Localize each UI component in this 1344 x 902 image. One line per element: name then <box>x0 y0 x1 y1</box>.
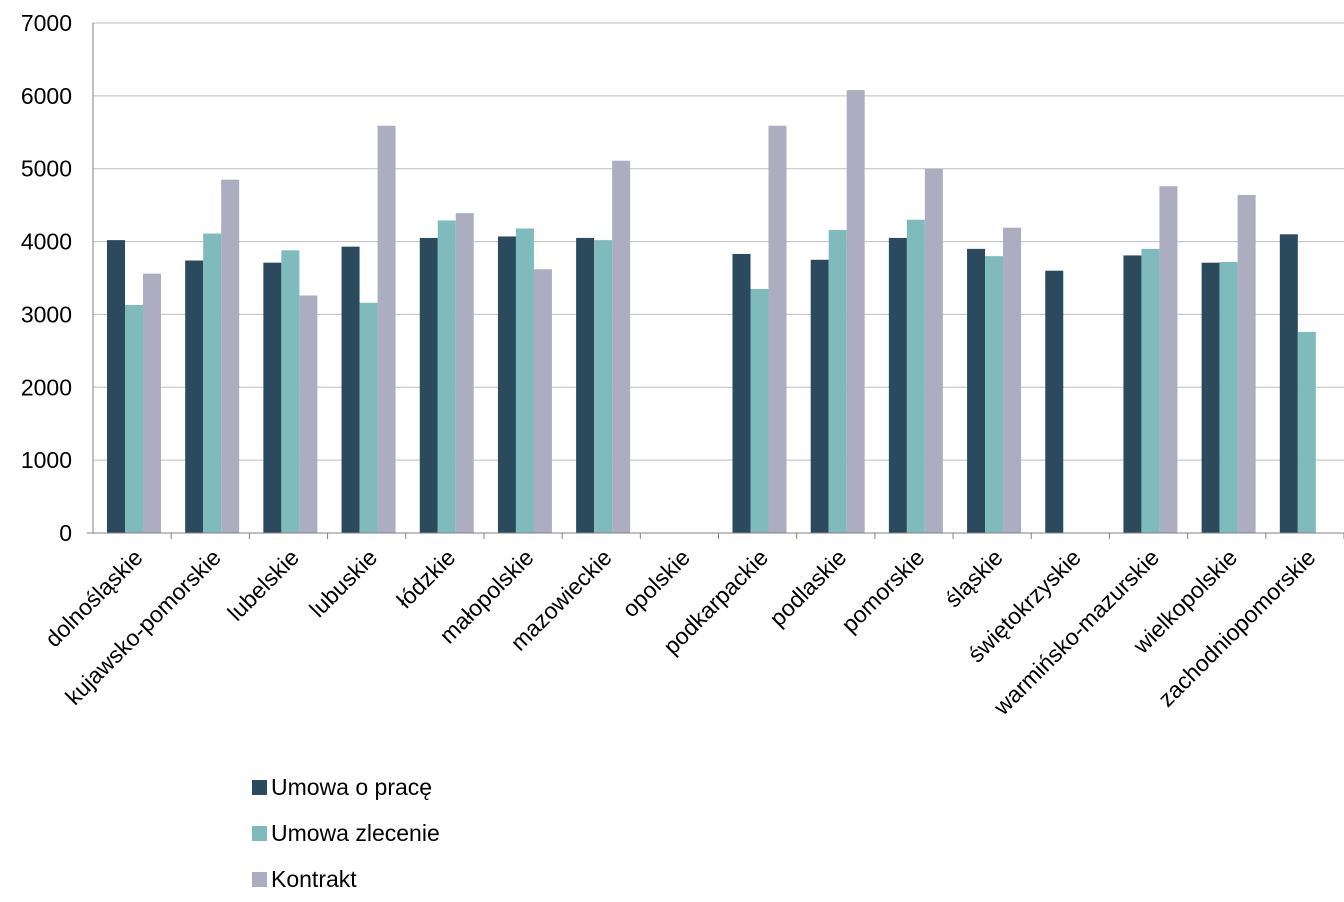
bar <box>732 253 751 533</box>
x-tick-label: opolskie <box>617 544 695 622</box>
bar <box>1045 270 1064 533</box>
y-tick-label: 2000 <box>21 374 72 400</box>
x-tick-label: lubuskie <box>304 544 382 622</box>
bar <box>1123 255 1142 533</box>
bar <box>888 237 907 533</box>
y-tick-label: 3000 <box>21 301 72 327</box>
bar <box>924 168 943 533</box>
legend-item-umowa-o-prace: Umowa o pracę <box>252 764 440 810</box>
bar <box>125 304 143 533</box>
legend-label: Umowa o pracę <box>271 773 433 800</box>
bar <box>497 236 516 533</box>
x-tick-label: kujawsko-pomorskie <box>60 544 226 710</box>
y-tick-label: 4000 <box>21 229 72 255</box>
legend: Umowa o pracę Umowa zlecenie Kontrakt <box>252 764 440 902</box>
x-tick-label: zachodniopomorskie <box>1153 544 1321 712</box>
x-axis <box>87 23 1344 539</box>
bar <box>1141 248 1160 533</box>
bar <box>1003 227 1022 533</box>
bar <box>846 90 865 534</box>
bar <box>143 273 161 533</box>
bar <box>750 288 769 533</box>
bar <box>1279 234 1298 534</box>
y-axis-tick-labels: 0 1000 2000 3000 4000 5000 6000 7000 <box>21 10 72 546</box>
bar <box>768 125 787 533</box>
x-tick-label: pomorskie <box>836 544 929 637</box>
legend-swatch <box>252 871 267 887</box>
bar <box>263 262 282 533</box>
bar <box>810 259 829 533</box>
legend-swatch <box>252 779 267 795</box>
x-tick-label: śląskie <box>940 544 1008 612</box>
bar <box>221 179 240 533</box>
bar <box>828 229 847 533</box>
legend-swatch <box>252 825 267 841</box>
bar <box>1297 331 1316 533</box>
bar <box>341 246 360 533</box>
bar <box>1219 261 1238 533</box>
legend-label: Umowa zlecenie <box>271 819 440 846</box>
bar <box>185 260 204 533</box>
y-tick-label: 0 <box>59 520 72 546</box>
bar <box>1159 186 1178 533</box>
bar <box>533 269 552 533</box>
bar <box>359 302 378 533</box>
bar <box>281 250 300 534</box>
y-tick-label: 7000 <box>21 10 72 36</box>
y-tick-label: 5000 <box>21 156 72 182</box>
bar <box>906 219 925 533</box>
bars <box>107 90 1316 534</box>
x-tick-label: łódzkie <box>391 544 460 613</box>
bar <box>612 160 631 533</box>
bar <box>437 220 456 533</box>
bar <box>594 240 613 533</box>
y-tick-label: 6000 <box>21 83 72 109</box>
bar <box>576 237 595 533</box>
y-tick-label: 1000 <box>21 447 72 473</box>
legend-item-kontrakt: Kontrakt <box>252 856 440 902</box>
bar <box>515 228 534 533</box>
bar <box>1201 262 1220 533</box>
bar <box>299 295 318 533</box>
bar <box>1237 194 1256 533</box>
bar <box>419 237 438 533</box>
legend-item-umowa-zlecenie: Umowa zlecenie <box>252 810 440 856</box>
bar <box>377 125 396 533</box>
bar <box>455 213 474 533</box>
bar <box>967 248 986 533</box>
bar <box>203 233 222 534</box>
bar <box>107 240 125 533</box>
x-tick-label: lubelskie <box>222 544 304 626</box>
bar <box>985 256 1004 533</box>
legend-label: Kontrakt <box>271 865 357 892</box>
